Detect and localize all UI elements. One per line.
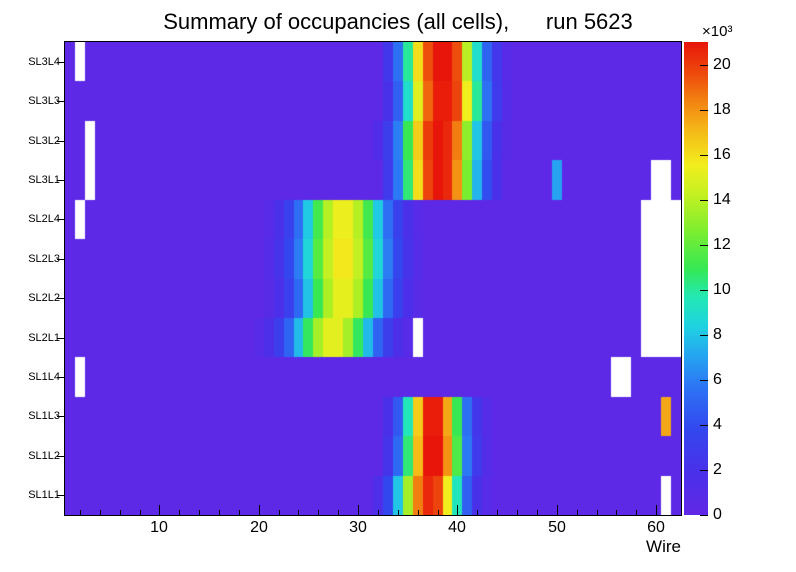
- colorbar-tick: [700, 245, 708, 246]
- colorbar-tick-label: 2: [713, 461, 722, 478]
- y-axis-label: SL3L1: [28, 173, 60, 186]
- colorbar-tick: [700, 65, 708, 66]
- y-axis-label: SL2L3: [28, 252, 60, 265]
- x-axis-tick-label: 10: [150, 519, 168, 536]
- x-axis-minor-tick: [438, 510, 439, 515]
- x-axis-tick-label: 50: [548, 519, 566, 536]
- colorbar-tick-label: 14: [713, 191, 731, 208]
- x-axis-minor-tick: [338, 510, 339, 515]
- x-axis-minor-tick: [577, 510, 578, 515]
- y-axis-label: SL1L3: [28, 410, 60, 423]
- x-axis-tick-label: 60: [647, 519, 665, 536]
- x-axis-minor-tick: [140, 510, 141, 515]
- x-axis-minor-tick: [100, 510, 101, 515]
- colorbar-tick-label: 20: [713, 56, 731, 73]
- x-axis-title: Wire: [646, 537, 681, 556]
- colorbar-tick-label: 16: [713, 146, 731, 163]
- colorbar-tick: [700, 470, 708, 471]
- colorbar-tick-label: 6: [713, 371, 722, 388]
- y-axis-tick: [57, 456, 65, 457]
- colorbar-tick: [700, 110, 708, 111]
- x-axis-tick-label: 20: [250, 519, 268, 536]
- x-axis-minor-tick: [179, 510, 180, 515]
- y-axis-label: SL1L4: [28, 371, 60, 384]
- colorbar-tick-label: 10: [713, 281, 731, 298]
- colorbar-tick: [700, 380, 708, 381]
- x-axis-minor-tick: [636, 510, 637, 515]
- plot-area: [64, 41, 682, 516]
- x-axis-minor-tick: [298, 510, 299, 515]
- x-axis-tick: [557, 505, 558, 515]
- y-axis-tick: [57, 219, 65, 220]
- y-axis-tick: [57, 62, 65, 63]
- colorbar-tick: [700, 425, 708, 426]
- colorbar-tick: [700, 290, 708, 291]
- colorbar-tick: [700, 515, 708, 516]
- colorbar-tick: [700, 335, 708, 336]
- x-axis-minor-tick: [279, 510, 280, 515]
- x-axis-minor-tick: [378, 510, 379, 515]
- y-axis-tick: [57, 298, 65, 299]
- x-axis-minor-tick: [80, 510, 81, 515]
- y-axis-label: SL2L1: [28, 331, 60, 344]
- x-axis-minor-tick: [477, 510, 478, 515]
- x-axis-tick-label: 40: [448, 519, 466, 536]
- y-axis-label: SL3L3: [28, 95, 60, 108]
- colorbar: [684, 42, 708, 515]
- x-axis-minor-tick: [418, 510, 419, 515]
- y-axis-tick: [57, 338, 65, 339]
- x-axis-minor-tick: [616, 510, 617, 515]
- colorbar-tick: [700, 200, 708, 201]
- colorbar-tick-label: 18: [713, 101, 731, 118]
- x-axis-minor-tick: [120, 510, 121, 515]
- x-axis-minor-tick: [219, 510, 220, 515]
- y-axis-label: SL3L2: [28, 134, 60, 147]
- x-axis-tick: [159, 505, 160, 515]
- y-axis-label: SL2L4: [28, 213, 60, 226]
- y-axis-tick: [57, 416, 65, 417]
- y-axis-tick: [57, 259, 65, 260]
- x-axis-minor-tick: [318, 510, 319, 515]
- x-axis-minor-tick: [398, 510, 399, 515]
- x-axis-minor-tick: [497, 510, 498, 515]
- y-axis-tick: [57, 141, 65, 142]
- colorbar-tick-label: 12: [713, 236, 731, 253]
- heatmap-canvas: [65, 42, 681, 515]
- y-axis-label: SL3L4: [28, 55, 60, 68]
- y-axis-tick: [57, 180, 65, 181]
- x-axis-minor-tick: [537, 510, 538, 515]
- x-axis-minor-tick: [239, 510, 240, 515]
- x-axis-tick: [457, 505, 458, 515]
- x-axis-minor-tick: [597, 510, 598, 515]
- colorbar-tick: [700, 155, 708, 156]
- chart-title: Summary of occupancies (all cells), run …: [163, 9, 633, 34]
- colorbar-tick-label: 4: [713, 416, 722, 433]
- y-axis-tick: [57, 377, 65, 378]
- colorbar-tick-label: 8: [713, 326, 722, 343]
- y-axis-tick: [57, 101, 65, 102]
- x-axis-tick: [259, 505, 260, 515]
- x-axis-minor-tick: [517, 510, 518, 515]
- y-axis-label: SL1L1: [28, 489, 60, 502]
- x-axis-tick: [656, 505, 657, 515]
- y-axis-label: SL2L2: [28, 292, 60, 305]
- x-axis-minor-tick: [199, 510, 200, 515]
- z-scale-label: ×10³: [702, 23, 733, 40]
- y-axis-tick: [57, 495, 65, 496]
- y-axis-label: SL1L2: [28, 449, 60, 462]
- x-axis-tick: [358, 505, 359, 515]
- x-axis-tick-label: 30: [349, 519, 367, 536]
- colorbar-tick-label: 0: [713, 506, 722, 523]
